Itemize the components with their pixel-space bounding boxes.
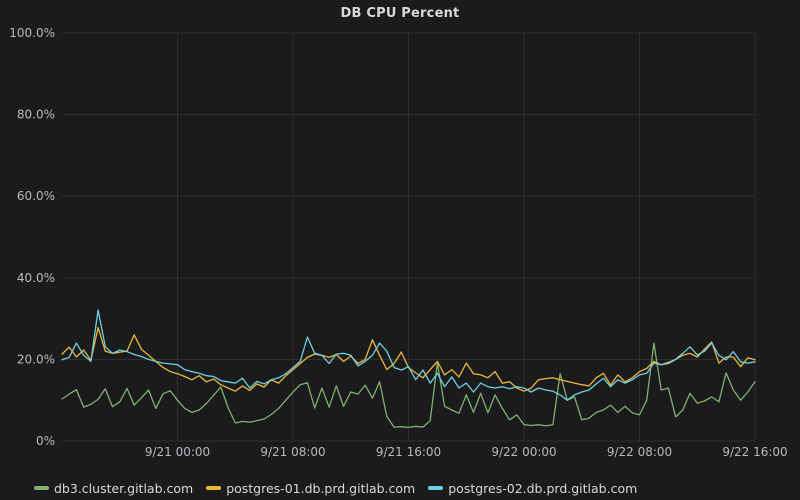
- y-tick-label: 60.0%: [17, 189, 55, 203]
- legend-item-db3.cluster.gitlab.com[interactable]: db3.cluster.gitlab.com: [34, 481, 193, 496]
- x-tick-label: 9/21 08:00: [260, 445, 325, 459]
- legend-swatch-icon: [206, 486, 222, 490]
- legend-item-postgres-01.db.prd.gitlab.com[interactable]: postgres-01.db.prd.gitlab.com: [206, 481, 415, 496]
- y-tick-label: 20.0%: [17, 352, 55, 366]
- series-line-postgres-02.db.prd.gitlab.com[interactable]: [61, 309, 756, 401]
- x-tick-label: 9/22 08:00: [607, 445, 672, 459]
- series-line-db3.cluster.gitlab.com[interactable]: [61, 342, 756, 429]
- y-axis-labels: 0% 20.0% 40.0% 60.0% 80.0% 100.0%: [9, 26, 55, 448]
- x-tick-label: 9/22 16:00: [722, 445, 787, 459]
- legend-swatch-icon: [428, 486, 444, 490]
- legend-label: db3.cluster.gitlab.com: [54, 480, 194, 496]
- panel-title: DB CPU Percent: [340, 6, 460, 21]
- legend-item-postgres-02.db.prd.gitlab.com[interactable]: postgres-02.db.prd.gitlab.com: [428, 481, 637, 496]
- grid-lines: [62, 32, 756, 442]
- legend: db3.cluster.gitlab.com postgres-01.db.prd…: [34, 479, 637, 497]
- y-tick-label: 40.0%: [17, 271, 55, 285]
- y-tick-label: 100.0%: [9, 26, 55, 40]
- x-axis-labels: 9/21 00:00 9/21 08:00 9/21 16:00 9/22 00:00…: [145, 445, 788, 459]
- y-tick-label: 80.0%: [17, 108, 55, 122]
- legend-label: postgres-02.db.prd.gitlab.com: [448, 480, 638, 496]
- y-tick-label: 0%: [36, 434, 55, 448]
- x-tick-label: 9/21 00:00: [145, 445, 210, 459]
- legend-label: postgres-01.db.prd.gitlab.com: [226, 480, 416, 496]
- x-tick-label: 9/21 16:00: [376, 445, 441, 459]
- legend-swatch-icon: [34, 486, 49, 490]
- x-tick-label: 9/22 00:00: [491, 445, 556, 459]
